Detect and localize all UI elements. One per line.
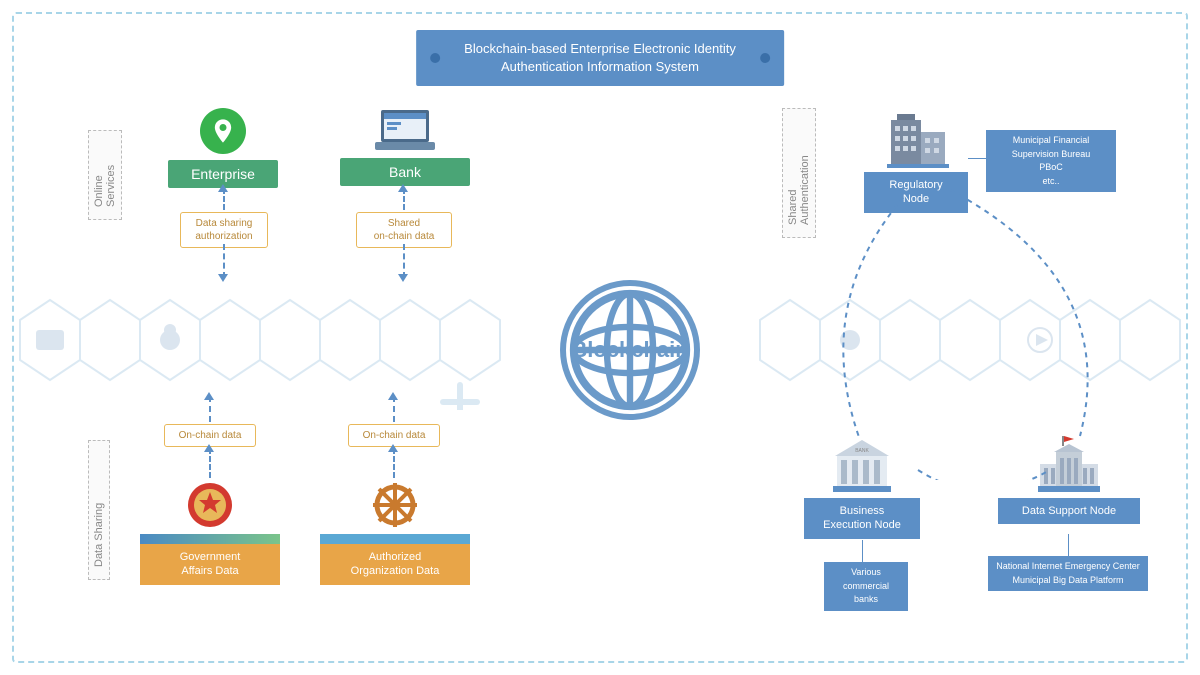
blockchain-globe: Blockchain bbox=[560, 280, 700, 420]
enterprise-node: Enterprise bbox=[168, 108, 278, 188]
title-line2: Authentication Information System bbox=[501, 59, 699, 74]
laptop-icon bbox=[375, 108, 435, 152]
business-label: Business Execution Node bbox=[804, 498, 920, 539]
arrow-head-icon bbox=[218, 274, 228, 282]
arrow-head-icon bbox=[218, 184, 228, 192]
business-detail: Various commercial banks bbox=[824, 562, 908, 611]
vlabel-online-services: Online Services bbox=[88, 130, 122, 220]
blockchain-label: Blockchain bbox=[571, 337, 688, 363]
arrow-head-icon bbox=[388, 444, 398, 452]
enterprise-icon bbox=[200, 108, 246, 154]
support-detail: National Internet Emergency Center Munic… bbox=[988, 556, 1148, 591]
arrow-head-icon bbox=[204, 392, 214, 400]
gov-label: Government Affairs Data bbox=[140, 544, 280, 585]
arrow-head-icon bbox=[398, 184, 408, 192]
org-label: Authorized Organization Data bbox=[320, 544, 470, 585]
bank-building-icon: BANK bbox=[827, 434, 897, 494]
regulatory-detail: Municipal Financial Supervision Bureau P… bbox=[986, 130, 1116, 192]
regulatory-node: Regulatory Node bbox=[864, 108, 968, 213]
title-banner: Blockchain-based Enterprise Electronic I… bbox=[416, 30, 784, 86]
bank-node: Bank bbox=[340, 108, 470, 186]
govt-building-icon bbox=[1034, 434, 1104, 494]
title-line1: Blockchain-based Enterprise Electronic I… bbox=[464, 41, 736, 56]
enterprise-databox: Data sharing authorization bbox=[180, 212, 268, 248]
bank-databox: Shared on-chain data bbox=[356, 212, 452, 248]
svg-text:BANK: BANK bbox=[855, 448, 869, 454]
arrow-head-icon bbox=[204, 444, 214, 452]
connector bbox=[968, 158, 986, 159]
support-label: Data Support Node bbox=[998, 498, 1140, 524]
gov-node: Government Affairs Data bbox=[140, 480, 280, 585]
vlabel-shared-auth: Shared Authentication bbox=[782, 108, 816, 238]
arrow-head-icon bbox=[398, 274, 408, 282]
arrow-head-icon bbox=[388, 392, 398, 400]
bank-label: Bank bbox=[340, 158, 470, 186]
support-node: Data Support Node bbox=[998, 434, 1140, 524]
arrow bbox=[223, 244, 225, 278]
connector bbox=[1068, 534, 1069, 556]
org-node: Authorized Organization Data bbox=[320, 480, 470, 585]
vlabel-data-sharing: Data Sharing bbox=[88, 440, 110, 580]
arrow bbox=[403, 244, 405, 278]
connector bbox=[862, 540, 863, 562]
wheel-icon bbox=[370, 480, 420, 530]
arrow bbox=[209, 448, 211, 478]
arrow bbox=[393, 448, 395, 478]
building-icon bbox=[881, 108, 951, 168]
business-node: BANK Business Execution Node bbox=[804, 434, 920, 539]
emblem-icon bbox=[185, 480, 235, 530]
regulatory-label: Regulatory Node bbox=[864, 172, 968, 213]
